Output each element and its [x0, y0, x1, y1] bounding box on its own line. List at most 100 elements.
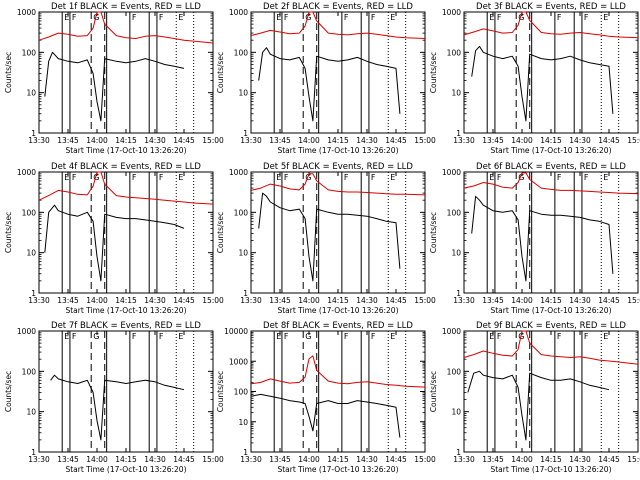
x-tick-label: 14:45	[385, 455, 407, 464]
region-letter: E	[178, 332, 183, 341]
x-tick-label: 14:45	[385, 136, 407, 145]
y-axis-label: Counts/sec	[429, 212, 438, 253]
region-letter: E	[64, 332, 69, 341]
plot-frame	[38, 330, 214, 453]
y-axis-label: Counts/sec	[429, 371, 438, 412]
lld-series-line	[38, 171, 214, 205]
events-series-line	[50, 374, 185, 441]
y-tick-label: 100	[447, 48, 462, 57]
y-tick-label: 1000	[442, 327, 461, 336]
x-axis-label: Start Time (17-Oct-10 13:26:20)	[277, 146, 398, 155]
x-tick-label: 14:30	[356, 455, 378, 464]
y-tick-label: 1000	[17, 327, 36, 336]
x-tick-label: 13:45	[269, 296, 291, 305]
lld-series-line	[463, 11, 639, 39]
region-letter: F	[72, 173, 77, 182]
region-letter: E	[64, 13, 69, 22]
y-tick-label: 1000	[17, 168, 36, 177]
x-tick-label: 13:30	[453, 455, 475, 464]
region-letter: F	[584, 332, 589, 341]
y-axis-label: Counts/sec	[4, 212, 13, 253]
chart-title: Det 8f BLACK = Events, RED = LLD	[263, 321, 413, 331]
region-letter: F	[72, 13, 77, 22]
y-tick-label: 10	[451, 408, 461, 417]
x-tick-label: 13:45	[269, 136, 291, 145]
region-letter: F	[557, 332, 562, 341]
events-series-line	[250, 393, 401, 438]
x-tick-label: 13:45	[57, 136, 79, 145]
x-tick-label: 14:15	[540, 455, 562, 464]
y-tick-label: 1000	[17, 8, 36, 17]
region-letter: E	[489, 13, 494, 22]
y-tick-label: 1000	[442, 168, 461, 177]
x-tick-label: 14:00	[298, 136, 320, 145]
y-tick-label: 100	[234, 208, 249, 217]
x-tick-label: 13:30	[240, 296, 262, 305]
events-series-line	[471, 195, 614, 282]
lld-series-line	[250, 355, 426, 388]
x-tick-label: 14:15	[540, 296, 562, 305]
y-tick-label: 10	[26, 89, 36, 98]
x-tick-label: 14:15	[327, 136, 349, 145]
x-axis-label: Start Time (17-Oct-10 13:26:20)	[490, 465, 611, 474]
region-letter: G	[93, 173, 99, 182]
y-axis-label: Counts/sec	[4, 371, 13, 412]
region-letter: F	[371, 13, 376, 22]
region-letter: E	[64, 173, 69, 182]
x-tick-label: 15:00	[202, 455, 224, 464]
x-tick-label: 15:00	[414, 136, 436, 145]
region-letter: G	[93, 332, 99, 341]
events-series-line	[258, 47, 401, 122]
y-tick-label: 10	[238, 249, 248, 258]
region-letter: E	[390, 13, 395, 22]
region-letter: E	[276, 332, 281, 341]
region-letter: E	[603, 13, 608, 22]
x-tick-label: 14:15	[115, 296, 137, 305]
chart-panel-1: Det 1f BLACK = Events, RED = LLD Counts/s…	[4, 2, 224, 155]
chart-panel-9: Det 9f BLACK = Events, RED = LLD Counts/s…	[429, 321, 640, 474]
chart-title: Det 7f BLACK = Events, RED = LLD	[51, 321, 201, 331]
y-axis-label: Counts/sec	[216, 371, 225, 412]
region-letter: F	[159, 332, 164, 341]
y-axis-label: Counts/sec	[4, 52, 13, 93]
y-tick-label: 10	[451, 89, 461, 98]
chart-title: Det 2f BLACK = Events, RED = LLD	[263, 2, 413, 12]
y-tick-label: 100	[234, 388, 249, 397]
region-letter: F	[284, 332, 289, 341]
region-letter: F	[497, 13, 502, 22]
y-tick-label: 1	[243, 289, 248, 298]
x-tick-label: 15:00	[414, 455, 436, 464]
region-letter: G	[93, 13, 99, 22]
events-series-line	[467, 370, 610, 441]
y-tick-label: 10	[26, 249, 36, 258]
lld-series-line	[463, 172, 639, 195]
x-axis-label: Start Time (17-Oct-10 13:26:20)	[65, 306, 186, 315]
y-tick-label: 1	[31, 448, 36, 457]
events-series-line	[471, 45, 614, 122]
x-tick-label: 13:45	[482, 136, 504, 145]
region-letter: F	[371, 173, 376, 182]
x-tick-label: 14:45	[598, 455, 620, 464]
region-letter: E	[603, 173, 608, 182]
x-tick-label: 13:45	[269, 455, 291, 464]
x-tick-label: 14:15	[327, 455, 349, 464]
x-tick-label: 13:30	[28, 296, 50, 305]
region-letter: F	[132, 332, 137, 341]
plot-frame	[250, 11, 426, 134]
chart-title: Det 1f BLACK = Events, RED = LLD	[51, 2, 201, 12]
y-tick-label: 100	[22, 208, 37, 217]
y-tick-label: 100	[447, 208, 462, 217]
chart-panel-8: Det 8f BLACK = Events, RED = LLD Counts/s…	[216, 321, 436, 474]
region-letter: F	[497, 332, 502, 341]
lld-series-line	[250, 173, 426, 196]
region-letter: E	[489, 332, 494, 341]
y-tick-label: 1	[456, 448, 461, 457]
region-letter: F	[584, 173, 589, 182]
x-tick-label: 14:15	[115, 455, 137, 464]
x-tick-label: 14:15	[540, 136, 562, 145]
y-tick-label: 1000	[229, 357, 248, 366]
plot-frame	[38, 171, 214, 294]
plot-frame	[38, 11, 214, 134]
plot-frame	[250, 171, 426, 294]
x-tick-label: 15:00	[627, 136, 640, 145]
